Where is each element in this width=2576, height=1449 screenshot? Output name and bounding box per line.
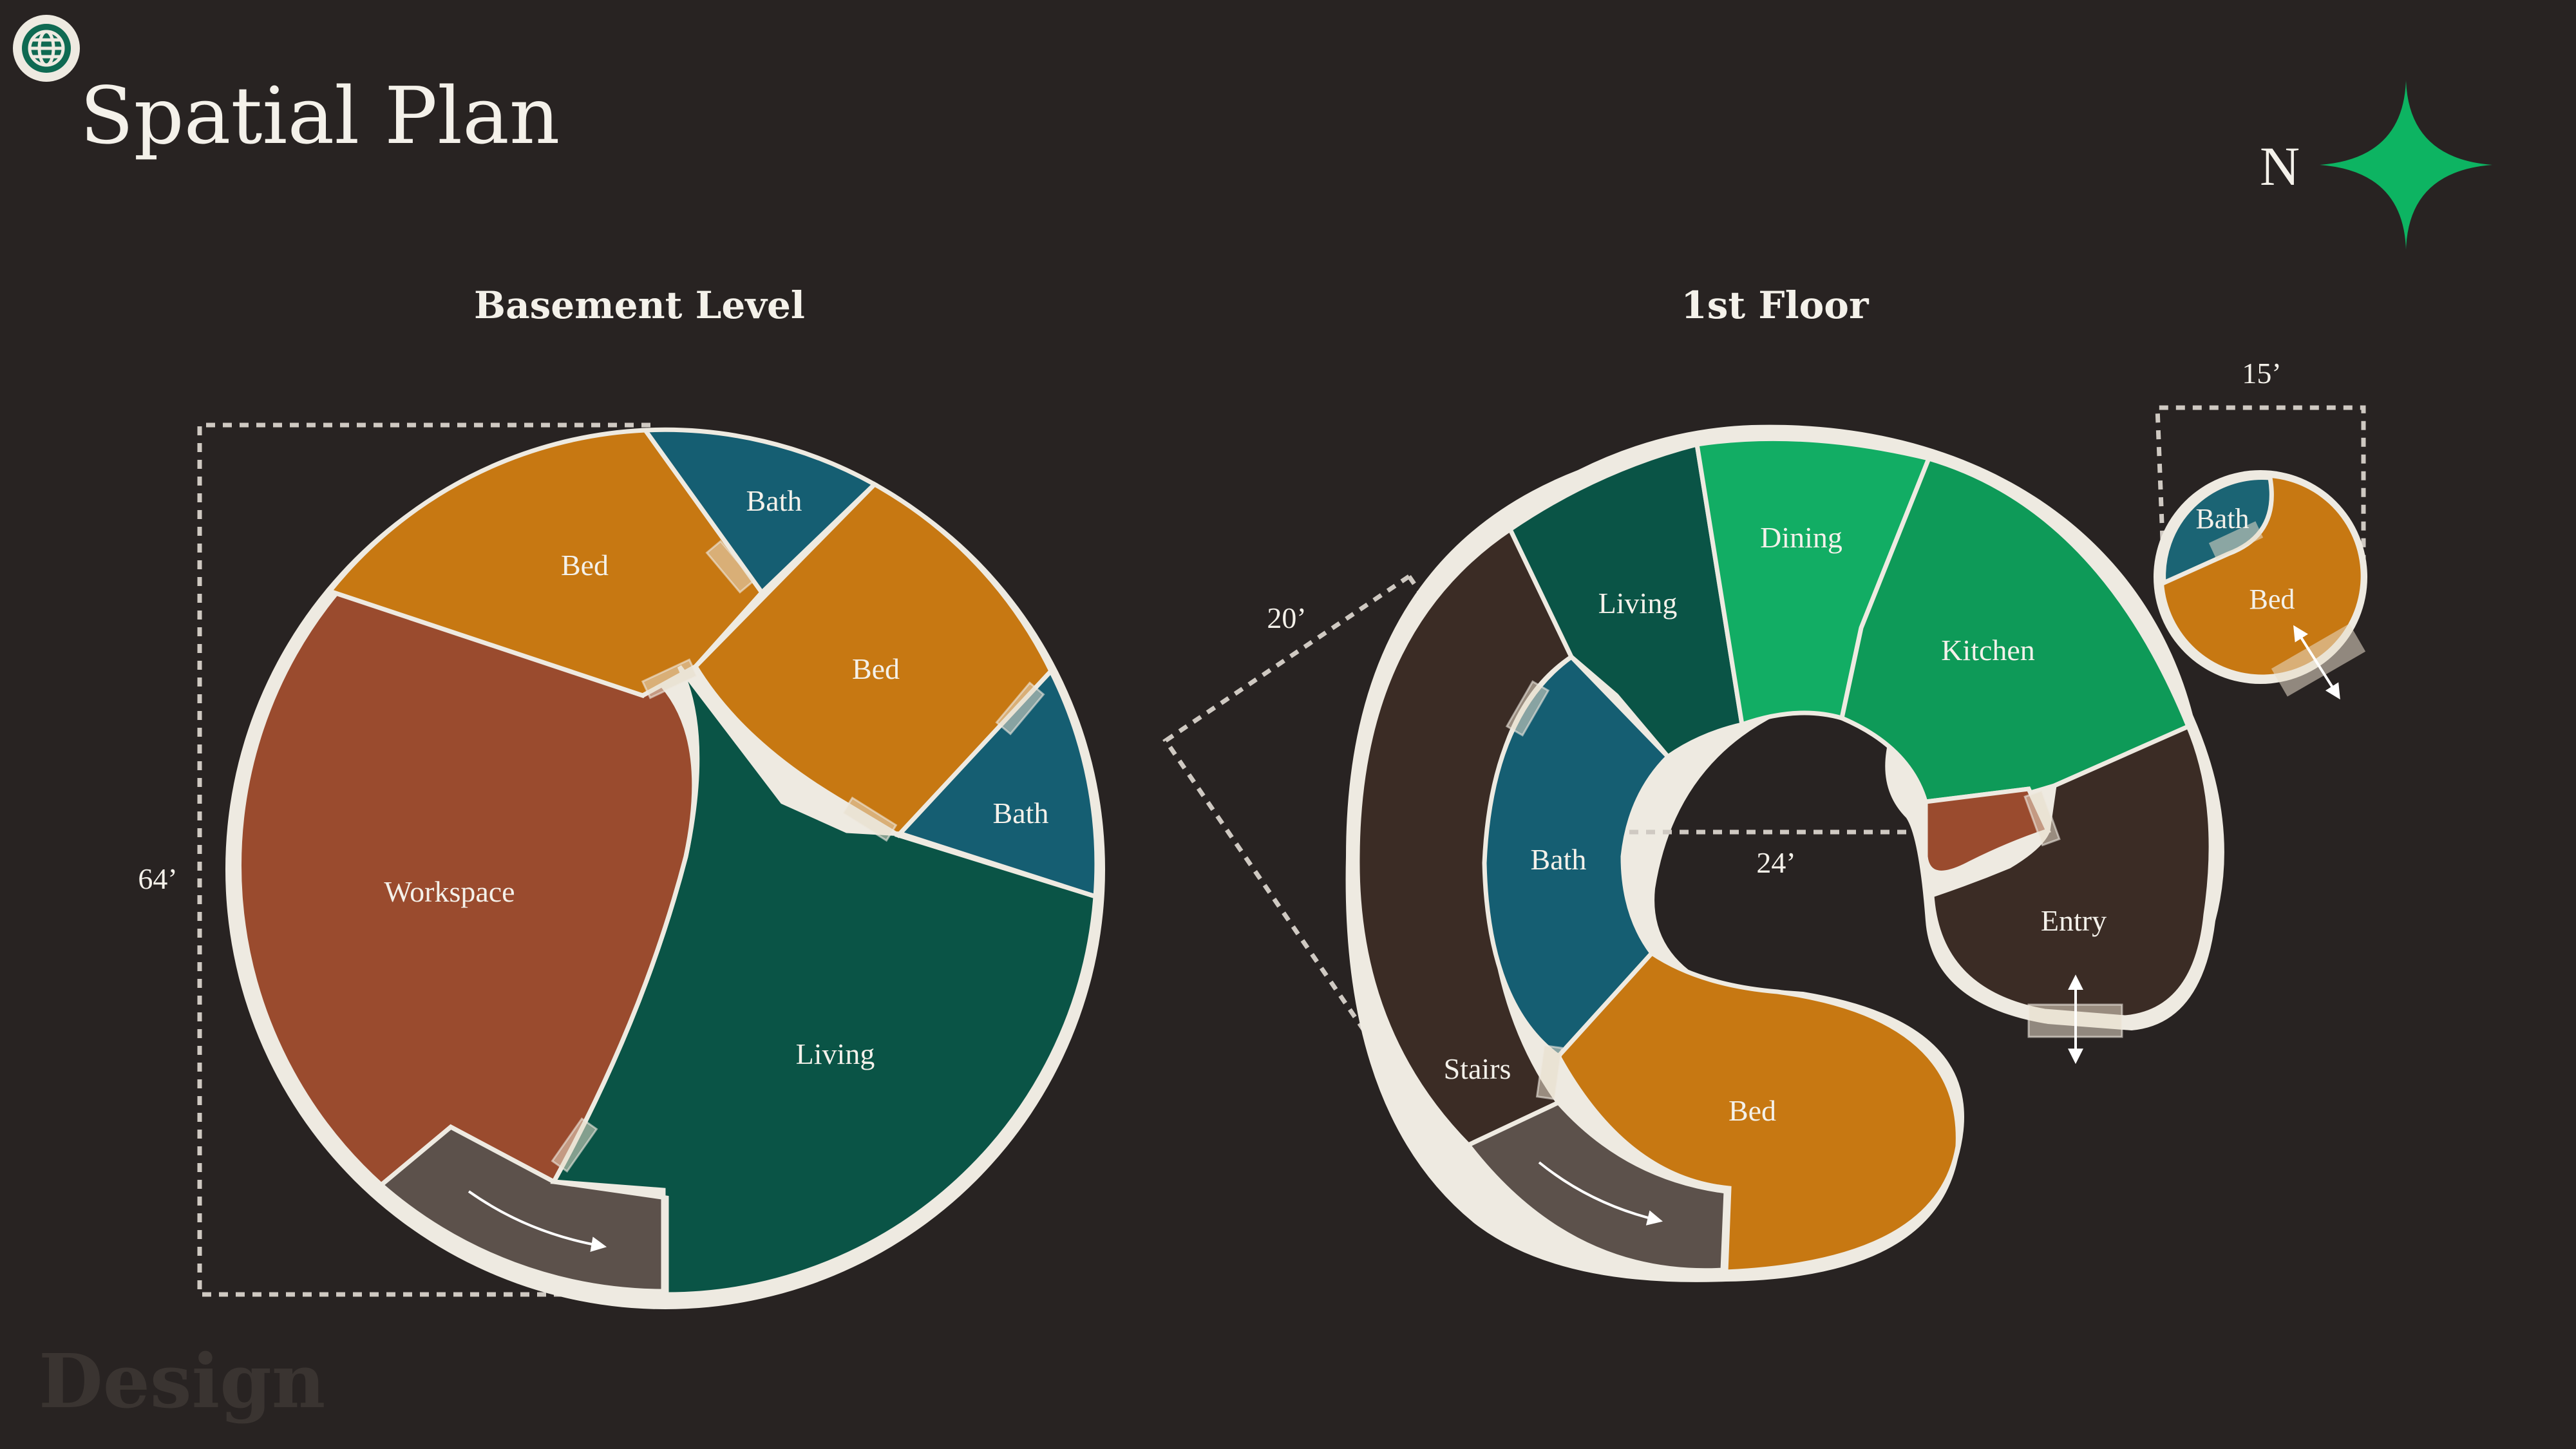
- basement-label-bed-north: Bed: [561, 549, 609, 582]
- first-floor-inner-dimension-label: 24’: [1756, 846, 1795, 879]
- first-floor-room-dining[interactable]: [1694, 436, 1932, 728]
- basement-room-bed-north[interactable]: [326, 428, 765, 698]
- first-floor-label-living: Living: [1598, 587, 1678, 620]
- basement-heading: Basement Level: [474, 283, 805, 327]
- annex-dimension-box: [2155, 405, 2366, 574]
- first-floor-label-dining: Dining: [1760, 521, 1842, 554]
- basement-door-3: [995, 681, 1045, 735]
- first-floor-label-entry: Entry: [2041, 904, 2107, 937]
- basement-room-living[interactable]: [554, 667, 1095, 1295]
- first-floor-label-kitchen: Kitchen: [1941, 634, 2035, 667]
- basement-label-bath-east: Bath: [993, 797, 1049, 829]
- first-floor-door-1: [1505, 680, 1550, 737]
- basement-door-5: [551, 1117, 598, 1173]
- basement-room-bath-east[interactable]: [894, 667, 1099, 900]
- basement-dimension-label: 64’: [138, 862, 177, 895]
- basement-plan: 64’ Bed Bath Bed Bath Workspace: [138, 422, 1105, 1309]
- first-floor-side-dimension-label: 20’: [1267, 601, 1306, 634]
- first-floor-label-bed: Bed: [1728, 1094, 1776, 1127]
- basement-door-2: [641, 658, 699, 699]
- basement-door-4: [841, 796, 898, 842]
- annex-dimension-label: 15’: [2242, 357, 2281, 390]
- first-floor-room-bath[interactable]: [1482, 654, 1671, 1059]
- first-floor-side-dimension-box: [1162, 574, 1412, 1099]
- basement-room-bath-north[interactable]: [641, 427, 878, 596]
- basement-label-living: Living: [796, 1037, 875, 1070]
- globe-icon: [28, 30, 65, 67]
- first-floor-door-3: [2023, 789, 2061, 847]
- first-floor-room-stairs-run[interactable]: [1464, 1099, 1728, 1273]
- annex-door-1: [2208, 521, 2264, 560]
- first-floor-room-kitchen[interactable]: [1839, 455, 2192, 804]
- first-floor-heading: 1st Floor: [1681, 283, 1870, 327]
- first-floor-plan: 20’ 24’ Living Dining: [1162, 424, 2224, 1282]
- page-title: Spatial Plan: [80, 70, 560, 162]
- basement-label-bed-east: Bed: [852, 652, 900, 685]
- first-floor-stairs-arrow: [1538, 1161, 1663, 1226]
- first-floor-label-stairs: Stairs: [1444, 1052, 1511, 1085]
- logo-badge[interactable]: [13, 15, 80, 82]
- north-star-icon: [2320, 80, 2492, 250]
- basement-stairs-arrow: [468, 1190, 607, 1252]
- basement-dimension-box: [197, 422, 663, 1297]
- basement-door-1: [705, 540, 755, 594]
- first-floor-room-entry[interactable]: [1929, 723, 2213, 1020]
- basement-label-bath-north: Bath: [746, 484, 802, 517]
- annex-label-bed: Bed: [2249, 583, 2295, 615]
- basement-label-workspace: Workspace: [384, 875, 515, 908]
- first-floor-label-bath: Bath: [1531, 843, 1587, 876]
- first-floor-room-bed[interactable]: [1555, 950, 1960, 1274]
- north-label: N: [2260, 135, 2300, 197]
- annex-label-bath: Bath: [2195, 503, 2249, 535]
- annex-door-arrow: [2293, 625, 2340, 700]
- design-watermark: Design: [39, 1338, 325, 1425]
- first-floor-door-2: [1535, 1044, 1564, 1101]
- annex-room-bath[interactable]: [2161, 475, 2274, 587]
- north-compass: N: [2260, 80, 2492, 250]
- annex-plan: 15’ Bath Bed: [2154, 357, 2367, 700]
